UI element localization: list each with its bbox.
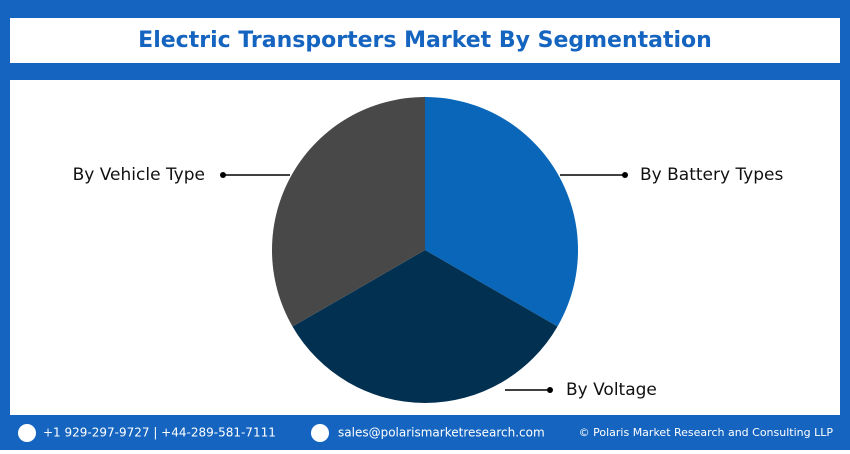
footer-copyright: © Polaris Market Research and Consulting…	[579, 426, 834, 439]
slice-label: By Battery Types	[640, 165, 783, 185]
slice-label: By Voltage	[566, 380, 657, 400]
footer-phone: +1 929-297-9727 | +44-289-581-7111	[43, 426, 276, 440]
phone-icon	[18, 424, 36, 442]
footer: +1 929-297-9727 | +44-289-581-7111 sales…	[18, 424, 833, 442]
pie-slice	[272, 97, 425, 327]
slice-label: By Vehicle Type	[73, 165, 205, 185]
title-box	[10, 18, 840, 63]
pie: By Battery Types By Voltage By Vehicle Typ…	[73, 97, 783, 404]
leader-dot	[622, 172, 628, 178]
leader-dot	[220, 172, 226, 178]
leader-dot	[547, 387, 553, 393]
pie-slice	[425, 97, 578, 327]
chart-title: Electric Transporters Market By Segmenta…	[138, 28, 712, 53]
footer-email: sales@polarismarketresearch.com	[338, 426, 545, 440]
email-icon	[311, 424, 329, 442]
